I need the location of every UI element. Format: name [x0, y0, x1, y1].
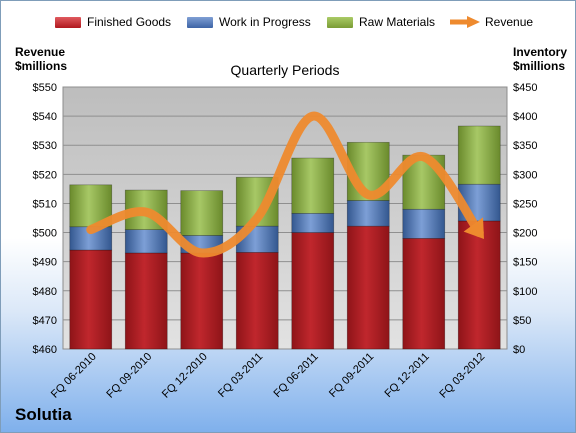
y-tick-right: $250 — [513, 198, 537, 210]
bar-finished-goods — [180, 252, 224, 350]
legend-item-raw-materials: Raw Materials — [327, 15, 435, 29]
y-tick-left: $480 — [33, 286, 57, 298]
y-tick-left: $490 — [33, 257, 57, 269]
y-tick-left: $530 — [33, 140, 57, 152]
legend-swatch-raw-materials — [327, 16, 353, 28]
x-tick: FQ 03-2011 — [216, 351, 265, 400]
legend-swatch-finished-goods — [55, 16, 81, 28]
y-tick-right: $100 — [513, 286, 537, 298]
legend-label-finished-goods: Finished Goods — [87, 15, 172, 29]
bar-raw-materials — [457, 125, 501, 185]
revenue-arrowhead — [463, 217, 484, 240]
y-tick-left: $550 — [33, 82, 57, 94]
legend-label-work-in-progress: Work in Progress — [219, 15, 311, 29]
bar-finished-goods — [291, 232, 335, 350]
y-tick-left: $470 — [33, 315, 57, 327]
y-tick-left: $510 — [33, 198, 57, 210]
y-tick-left: $460 — [33, 344, 57, 356]
y-axis-left-title: Revenue $millions — [15, 45, 68, 73]
x-tick: FQ 12-2010 — [160, 351, 210, 401]
bar-raw-materials — [291, 157, 335, 214]
legend-swatch-work-in-progress — [187, 16, 213, 28]
legend-label-raw-materials: Raw Materials — [359, 15, 436, 29]
company-name: Solutia — [15, 405, 72, 424]
bar-finished-goods — [346, 225, 390, 350]
y-tick-right: $450 — [513, 82, 537, 94]
legend-item-finished-goods: Finished Goods — [55, 15, 171, 29]
bar-work-in-progress — [402, 208, 446, 239]
legend-item-revenue: Revenue — [449, 15, 533, 29]
y-tick-left: $540 — [33, 111, 57, 123]
x-tick: FQ 09-2011 — [327, 351, 376, 400]
y-tick-left: $520 — [33, 169, 57, 181]
y-tick-right: $350 — [513, 140, 537, 152]
y-tick-right: $400 — [513, 111, 537, 123]
bar-raw-materials — [180, 190, 224, 236]
x-tick: FQ 12-2011 — [382, 351, 431, 400]
bar-finished-goods — [124, 252, 168, 350]
legend-item-work-in-progress: Work in Progress — [187, 15, 311, 29]
y-tick-right: $50 — [513, 315, 531, 327]
y-tick-right: $0 — [513, 344, 525, 356]
y-tick-right: $150 — [513, 257, 537, 269]
chart-title: Quarterly Periods — [231, 62, 340, 78]
bar-finished-goods — [69, 249, 113, 350]
bar-work-in-progress — [124, 229, 168, 254]
x-tick: FQ 03-2012 — [437, 351, 487, 401]
y-axis-right-title: Inventory $millions — [513, 45, 568, 73]
bar-work-in-progress — [291, 212, 335, 233]
y-tick-right: $300 — [513, 169, 537, 181]
legend-arrow-icon — [450, 16, 480, 28]
bar-finished-goods — [402, 238, 446, 350]
bar-finished-goods — [457, 220, 501, 350]
x-tick: FQ 06-2011 — [271, 351, 320, 400]
legend-label-revenue: Revenue — [485, 15, 534, 29]
bar-work-in-progress — [346, 200, 390, 227]
bar-finished-goods — [235, 252, 279, 350]
revenue-line — [86, 111, 484, 258]
x-tick: FQ 06-2010 — [49, 351, 99, 401]
x-tick: FQ 09-2010 — [104, 351, 154, 401]
y-tick-right: $200 — [513, 228, 537, 240]
y-tick-left: $500 — [33, 228, 57, 240]
